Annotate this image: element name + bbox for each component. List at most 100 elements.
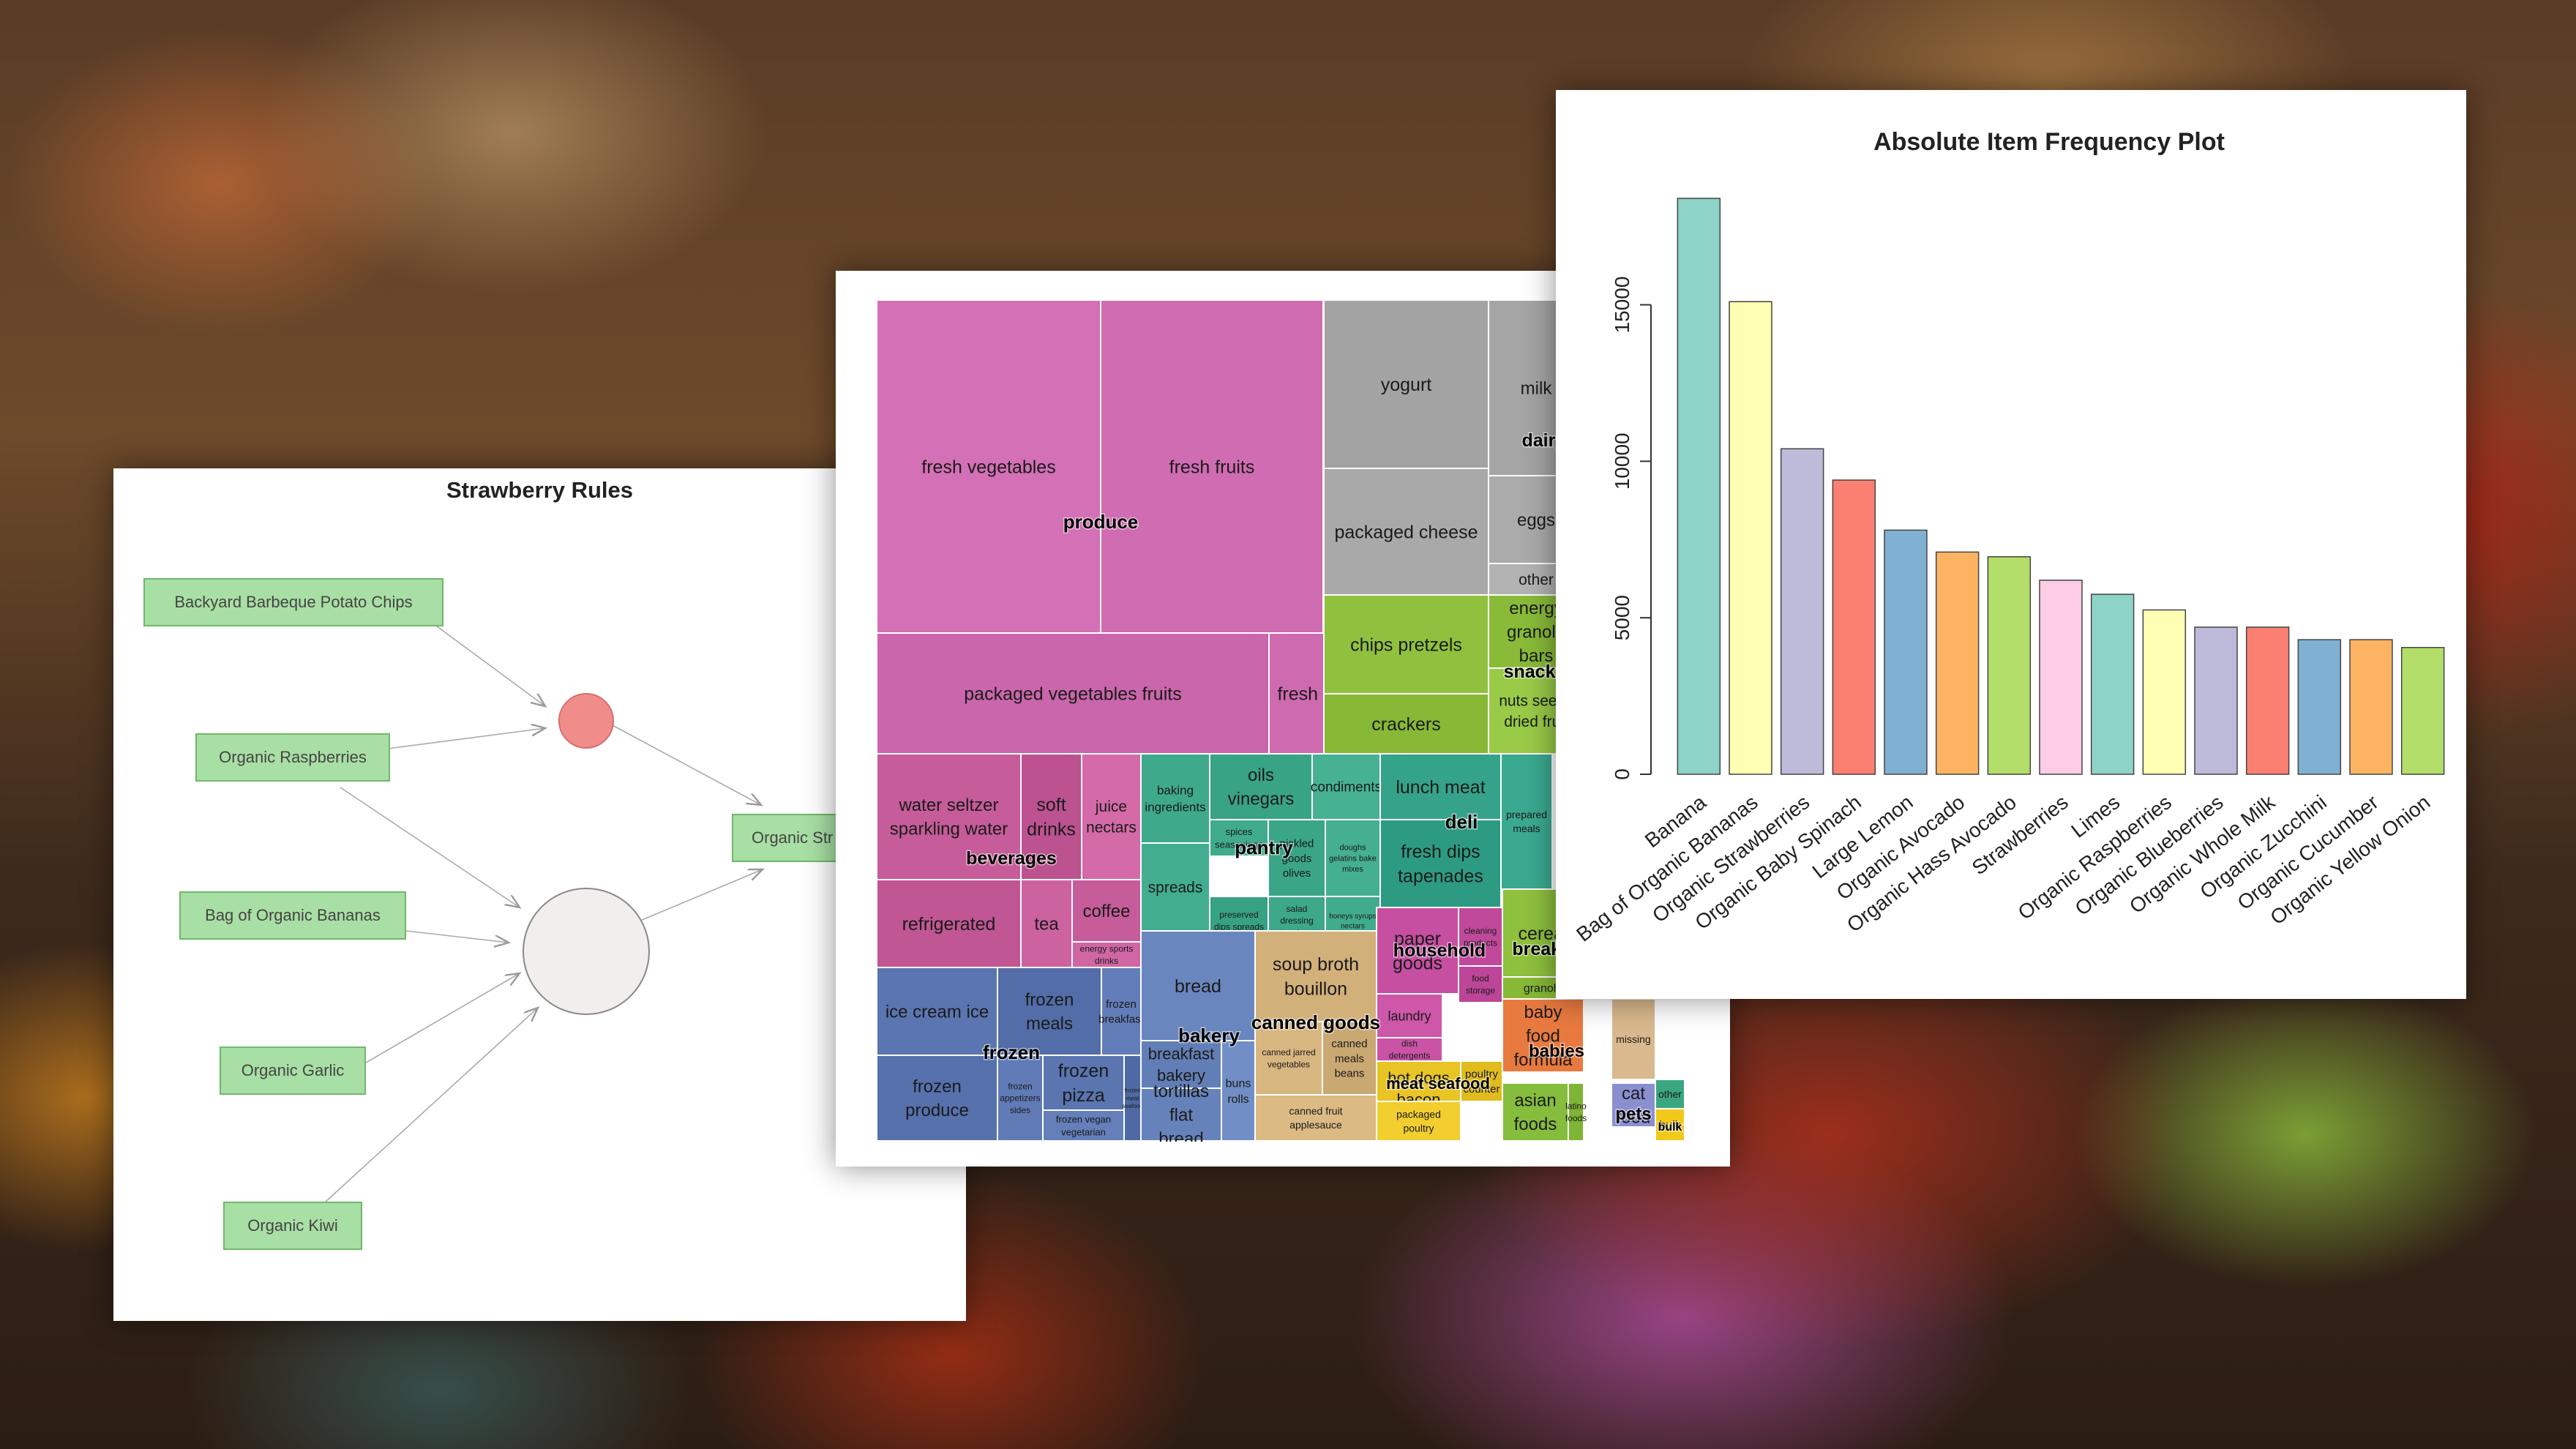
item-node: Bag of Organic Bananas: [179, 891, 406, 940]
treemap-cells: fresh vegetables fresh fruits packaged veg…: [877, 300, 1685, 1142]
treemap-cell: [1311, 753, 1381, 820]
treemap-group-label: pantry: [1235, 836, 1293, 858]
network-title: Strawberry Rules: [446, 477, 633, 503]
treemap-cell-label: preserved dips spreads: [1214, 910, 1264, 932]
treemap-cell: [1100, 300, 1324, 634]
treemap-cell-label: missing: [1616, 1033, 1650, 1045]
bar: [2194, 626, 2238, 775]
bar: [2245, 626, 2290, 775]
treemap-cell-label: granola: [1524, 983, 1562, 995]
treemap-cell: [1140, 753, 1210, 844]
treemap-cell-label: spices seasonings: [1215, 826, 1263, 850]
treemap-cell-label: energy sports drinks: [1080, 944, 1134, 966]
treemap-cell-label: cat food: [1617, 1084, 1651, 1127]
treemap-cell-label: poultry counter: [1463, 1068, 1499, 1096]
treemap-cell-label: frozen appetizers sides: [1000, 1082, 1040, 1115]
treemap-cell-label: coffee: [1083, 902, 1131, 921]
treemap-cell-label: lunch meat: [1396, 777, 1485, 798]
treemap-cell-label: cleaning products: [1464, 926, 1497, 948]
treemap-cell-label: ice cream ice: [886, 1002, 989, 1022]
bar: [1935, 551, 1980, 775]
bar: [2039, 580, 2083, 775]
treemap-cell-label: frozen meat seafood: [1122, 1087, 1142, 1110]
treemap-cell-label: refrigerated: [902, 914, 996, 935]
treemap-group-label: household: [1393, 940, 1486, 961]
treemap-cell-label: nuts seeds dried fruit: [1499, 693, 1573, 730]
bar: [1987, 556, 2032, 775]
treemap-group-label: bulk: [1658, 1121, 1682, 1134]
bar: [2142, 609, 2187, 775]
treemap-group-label: produce: [1063, 511, 1139, 533]
treemap-cell-label: frozen produce: [905, 1077, 969, 1120]
treemap-cell: [1071, 879, 1142, 943]
treemap-cell-label: prepared meals: [1506, 809, 1547, 834]
treemap-cell: [877, 967, 998, 1056]
treemap-group-label: snacks: [1504, 662, 1566, 682]
treemap-cell-label: asian foods: [1514, 1091, 1557, 1134]
treemap-cell-label: doughs gelatins bake mixes: [1329, 844, 1377, 875]
treemap-cell-label: baby food formula: [1513, 1003, 1573, 1070]
treemap-cell-label: milk: [1521, 378, 1553, 398]
treemap-cell: [1140, 930, 1256, 1041]
treemap-cell-label: condiments: [1311, 780, 1382, 795]
treemap-cell: [1502, 998, 1584, 1073]
treemap-cell-label: packaged cheese: [1335, 522, 1478, 542]
treemap-cell-label: bulk: [1659, 1120, 1681, 1132]
treemap-cell-label: canned jarred vegetables: [1262, 1047, 1315, 1069]
treemap-cell-label: frozen breakfast: [1098, 998, 1145, 1025]
treemap-cell-label: packaged poultry: [1396, 1108, 1441, 1134]
item-node: Organic Raspberries: [195, 733, 390, 782]
item-frequency-panel: Absolute Item Frequency Plot 0 5000 10000 15…: [1556, 90, 2466, 999]
treemap-cell: [1502, 1082, 1569, 1142]
treemap-cell: [1020, 753, 1082, 880]
bar: [2349, 639, 2393, 775]
rules-graph: [325, 619, 966, 1202]
treemap-cell-label: canned fruit applesauce: [1289, 1105, 1342, 1131]
treemap-cell: [1376, 1101, 1461, 1142]
treemap-cell: [1611, 998, 1656, 1080]
treemap-cell-label: baking ingredients: [1145, 783, 1205, 814]
item-frequency-chart: Absolute Item Frequency Plot 0 5000 10000 15…: [1572, 128, 2445, 946]
treemap-cell-label: chips pretzels: [1350, 634, 1462, 655]
treemap-cell: [1254, 930, 1377, 1022]
rule-node-large: [523, 888, 650, 1015]
item-node: Backyard Barbeque Potato Chips: [143, 578, 443, 626]
treemap-cell: [1140, 842, 1210, 932]
bar: [2090, 594, 2135, 775]
treemap-cell: [877, 632, 1270, 755]
bar: [1729, 301, 1772, 775]
bar: [2400, 647, 2445, 775]
treemap-cell: [877, 1055, 998, 1142]
treemap-cell-label: tea: [1034, 914, 1059, 934]
treemap-group-label: babies: [1529, 1041, 1584, 1061]
treemap-cell-label: spreads: [1148, 879, 1203, 896]
treemap-cell-label: water seltzer sparkling water: [890, 795, 1008, 839]
treemap-cell: [1254, 1094, 1377, 1142]
treemap-cell-label: oils vinegars: [1228, 765, 1295, 809]
treemap-cell: [877, 753, 1022, 880]
treemap-cell-label: eggs: [1517, 510, 1555, 530]
treemap-cell-label: breakfast bakery: [1148, 1044, 1215, 1085]
treemap-cell-label: buns rolls: [1226, 1077, 1251, 1106]
treemap-cell-label: laundry: [1388, 1008, 1431, 1023]
bar: [2297, 639, 2342, 775]
treemap-cell-label: yogurt: [1381, 375, 1432, 395]
item-node: Organic Kiwi: [223, 1202, 362, 1250]
treemap-cell: [877, 879, 1022, 968]
treemap-cell: [997, 1055, 1044, 1142]
treemap-group-label: canned goods: [1251, 1011, 1380, 1033]
treemap-group-label: pets: [1615, 1104, 1651, 1124]
bar: [1884, 529, 1928, 775]
item-node: Organic Garlic: [220, 1046, 366, 1095]
treemap-cell-label: crackers: [1371, 714, 1440, 735]
y-tick-label: 15000: [1611, 277, 1633, 334]
treemap-cell-label: juice nectars: [1086, 798, 1137, 836]
treemap-cell: [877, 300, 1101, 634]
treemap-cell: [1323, 594, 1489, 694]
treemap-cell-label: frozen pizza: [1058, 1060, 1109, 1106]
bar: [1780, 448, 1824, 775]
treemap-cell: [1140, 1087, 1222, 1142]
aisle-treemap-panel: fresh vegetables fresh fruits packaged veg…: [836, 271, 1730, 1167]
treemap-group-label: beverages: [966, 848, 1057, 869]
treemap-cell-label: dish detergents: [1389, 1038, 1431, 1060]
